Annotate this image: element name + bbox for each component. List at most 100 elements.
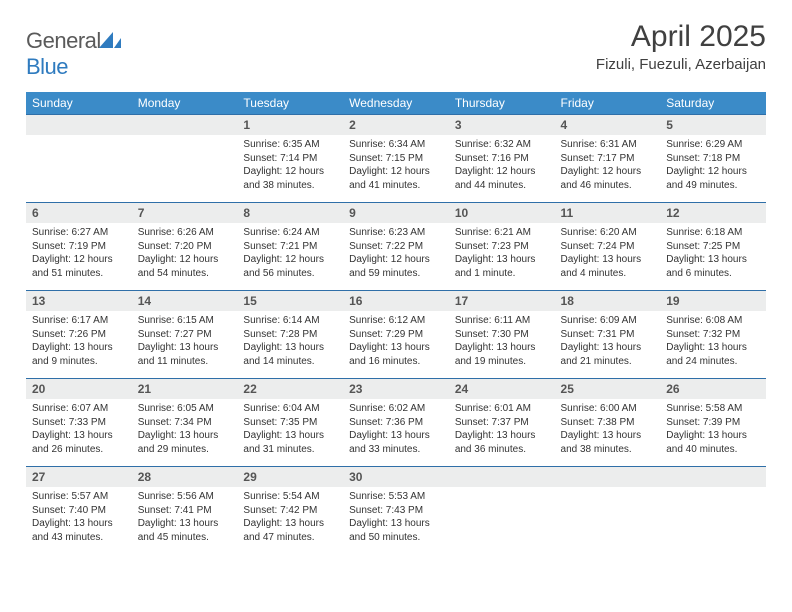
daylight-line: Daylight: 12 hours and 49 minutes. [666,166,747,191]
sunset-line: Sunset: 7:40 PM [32,505,106,516]
day-body-cell: Sunrise: 6:27 AMSunset: 7:19 PMDaylight:… [26,223,132,291]
day-body-cell [555,487,661,554]
sunrise-line: Sunrise: 6:34 AM [349,139,425,150]
day-body-cell [660,487,766,554]
day-body-cell: Sunrise: 5:54 AMSunset: 7:42 PMDaylight:… [237,487,343,554]
month-title: April 2025 [596,20,766,54]
day-body-cell: Sunrise: 6:07 AMSunset: 7:33 PMDaylight:… [26,399,132,467]
day-body-cell: Sunrise: 6:12 AMSunset: 7:29 PMDaylight:… [343,311,449,379]
day-number-cell: 6 [26,203,132,224]
day-body-cell: Sunrise: 6:32 AMSunset: 7:16 PMDaylight:… [449,135,555,203]
day-body-cell: Sunrise: 6:00 AMSunset: 7:38 PMDaylight:… [555,399,661,467]
day-body-cell: Sunrise: 5:53 AMSunset: 7:43 PMDaylight:… [343,487,449,554]
daylight-line: Daylight: 13 hours and 50 minutes. [349,518,430,543]
day-body-cell: Sunrise: 6:08 AMSunset: 7:32 PMDaylight:… [660,311,766,379]
daylight-line: Daylight: 13 hours and 29 minutes. [138,430,219,455]
sunrise-line: Sunrise: 6:08 AM [666,315,742,326]
dow-monday: Monday [132,92,238,115]
daynum-row: 12345 [26,115,766,136]
daylight-line: Daylight: 13 hours and 1 minute. [455,254,536,279]
day-number-cell: 29 [237,467,343,488]
day-body-cell: Sunrise: 6:14 AMSunset: 7:28 PMDaylight:… [237,311,343,379]
daynum-row: 27282930 [26,467,766,488]
daynum-row: 13141516171819 [26,291,766,312]
day-number-cell [555,467,661,488]
sunset-line: Sunset: 7:19 PM [32,241,106,252]
day-body-cell: Sunrise: 6:35 AMSunset: 7:14 PMDaylight:… [237,135,343,203]
sunset-line: Sunset: 7:21 PM [243,241,317,252]
sunrise-line: Sunrise: 5:58 AM [666,403,742,414]
dow-row: Sunday Monday Tuesday Wednesday Thursday… [26,92,766,115]
sunset-line: Sunset: 7:30 PM [455,329,529,340]
sunset-line: Sunset: 7:29 PM [349,329,423,340]
daylight-line: Daylight: 12 hours and 44 minutes. [455,166,536,191]
logo-sail-icon [99,32,121,48]
sunrise-line: Sunrise: 6:15 AM [138,315,214,326]
sunset-line: Sunset: 7:36 PM [349,417,423,428]
sunset-line: Sunset: 7:24 PM [561,241,635,252]
sunrise-line: Sunrise: 5:57 AM [32,491,108,502]
day-number-cell: 9 [343,203,449,224]
dow-sunday: Sunday [26,92,132,115]
daylight-line: Daylight: 12 hours and 54 minutes. [138,254,219,279]
day-body-cell: Sunrise: 6:11 AMSunset: 7:30 PMDaylight:… [449,311,555,379]
day-body-cell: Sunrise: 6:20 AM Sunset: 7:24 PM Daylight:… [555,223,661,291]
day-number-cell: 10 [449,203,555,224]
day-number-cell: 22 [237,379,343,400]
daylight-line: Daylight: 12 hours and 41 minutes. [349,166,430,191]
day-body-cell [449,487,555,554]
logo-text: GeneralBlue [26,28,121,80]
daylight-line: Daylight: 13 hours and 4 minutes. [561,254,642,279]
sunset-line: Sunset: 7:17 PM [561,153,635,164]
day-number-cell [132,115,238,136]
day-body-cell: Sunrise: 5:56 AM Sunset: 7:41 PM Daylight:… [132,487,238,554]
day-body-cell: Sunrise: 5:58 AMSunset: 7:39 PMDaylight:… [660,399,766,467]
day-number-cell: 23 [343,379,449,400]
day-number-cell: 11 [555,203,661,224]
day-number-cell: 3 [449,115,555,136]
day-number-cell: 4 [555,115,661,136]
day-number-cell: 25 [555,379,661,400]
daylight-line: Daylight: 13 hours and 45 minutes. [138,518,219,543]
body-row: Sunrise: 6:07 AMSunset: 7:33 PMDaylight:… [26,399,766,467]
daylight-line: Daylight: 13 hours and 6 minutes. [666,254,747,279]
sunrise-line: Sunrise: 6:11 AM [455,315,530,326]
dow-thursday: Thursday [449,92,555,115]
day-number-cell: 15 [237,291,343,312]
daylight-line: Daylight: 13 hours and 14 minutes. [243,342,324,367]
sunset-line: Sunset: 7:41 PM [138,505,212,516]
daylight-line: Daylight: 13 hours and 38 minutes. [561,430,642,455]
sunset-line: Sunset: 7:18 PM [666,153,740,164]
day-number-cell [26,115,132,136]
sunset-line: Sunset: 7:25 PM [666,241,740,252]
sunrise-line: Sunrise: 5:54 AM [243,491,319,502]
day-number-cell: 8 [237,203,343,224]
daylight-line: Daylight: 12 hours and 56 minutes. [243,254,324,279]
daylight-line: Daylight: 12 hours and 38 minutes. [243,166,324,191]
dow-wednesday: Wednesday [343,92,449,115]
day-body-cell: Sunrise: 6:18 AMSunset: 7:25 PMDaylight:… [660,223,766,291]
daylight-line: Daylight: 13 hours and 31 minutes. [243,430,324,455]
title-block: April 2025 Fizuli, Fuezuli, Azerbaijan [596,20,766,73]
daynum-row: 20212223242526 [26,379,766,400]
day-number-cell: 26 [660,379,766,400]
daylight-line: Daylight: 12 hours and 46 minutes. [561,166,642,191]
sunrise-line: Sunrise: 5:56 AM [138,491,214,502]
page-header: GeneralBlue April 2025 Fizuli, Fuezuli, … [26,20,766,80]
sunrise-line: Sunrise: 6:21 AM [455,227,531,238]
daylight-line: Daylight: 13 hours and 16 minutes. [349,342,430,367]
logo-text-a: General [26,28,101,53]
day-body-cell: Sunrise: 6:01 AMSunset: 7:37 PMDaylight:… [449,399,555,467]
daylight-line: Daylight: 13 hours and 36 minutes. [455,430,536,455]
day-number-cell: 20 [26,379,132,400]
day-body-cell: Sunrise: 6:24 AMSunset: 7:21 PMDaylight:… [237,223,343,291]
day-body-cell: Sunrise: 6:21 AMSunset: 7:23 PMDaylight:… [449,223,555,291]
sunrise-line: Sunrise: 6:20 AM [561,227,637,238]
location-subtitle: Fizuli, Fuezuli, Azerbaijan [596,56,766,73]
daylight-line: Daylight: 13 hours and 43 minutes. [32,518,113,543]
sunrise-line: Sunrise: 5:53 AM [349,491,425,502]
daylight-line: Daylight: 13 hours and 24 minutes. [666,342,747,367]
sunrise-line: Sunrise: 6:04 AM [243,403,319,414]
sunset-line: Sunset: 7:26 PM [32,329,106,340]
sunset-line: Sunset: 7:34 PM [138,417,212,428]
